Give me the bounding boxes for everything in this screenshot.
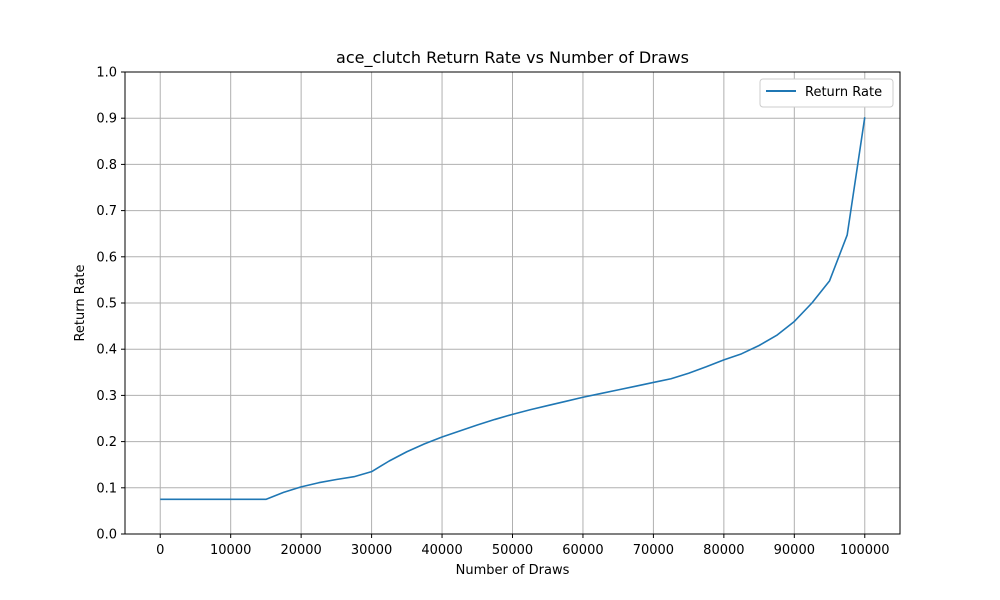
x-tick-label: 30000 bbox=[351, 543, 392, 558]
chart-title: ace_clutch Return Rate vs Number of Draw… bbox=[336, 48, 689, 68]
x-tick-label: 50000 bbox=[492, 543, 533, 558]
legend-label: Return Rate bbox=[805, 85, 882, 100]
x-axis-label: Number of Draws bbox=[456, 563, 570, 578]
legend: Return Rate bbox=[759, 78, 894, 108]
tick-layer: 0 10000 20000 30000 40000 50000 60000 70000 8000… bbox=[96, 66, 889, 559]
y-tick-label: 0.5 bbox=[96, 297, 117, 312]
y-tick-label: 0.2 bbox=[96, 435, 117, 450]
x-tick-label: 10000 bbox=[210, 543, 251, 558]
legend-box bbox=[759, 78, 894, 108]
y-tick-label: 0.4 bbox=[96, 343, 117, 358]
y-tick-label: 0.7 bbox=[96, 204, 117, 219]
y-tick-label: 0.9 bbox=[96, 112, 117, 127]
series-line-return-rate bbox=[160, 117, 866, 501]
x-tick-label: 90000 bbox=[774, 543, 815, 558]
y-tick-label: 0.1 bbox=[96, 481, 117, 496]
x-tick-label: 70000 bbox=[633, 543, 674, 558]
y-tick-label: 0.3 bbox=[96, 389, 117, 404]
x-tick-label: 20000 bbox=[280, 543, 321, 558]
x-tick-label: 40000 bbox=[421, 543, 462, 558]
x-tick-label: 60000 bbox=[562, 543, 603, 558]
x-tick-label: 0 bbox=[156, 543, 164, 558]
x-tick-label: 100000 bbox=[840, 543, 890, 558]
y-tick-label: 0.0 bbox=[96, 528, 117, 543]
y-tick-label: 0.8 bbox=[96, 158, 117, 173]
x-tick-label: 80000 bbox=[703, 543, 744, 558]
y-tick-label: 1.0 bbox=[96, 66, 117, 81]
series-layer bbox=[160, 117, 866, 501]
y-tick-label: 0.6 bbox=[96, 250, 117, 265]
y-axis-label: Return Rate bbox=[73, 264, 88, 341]
